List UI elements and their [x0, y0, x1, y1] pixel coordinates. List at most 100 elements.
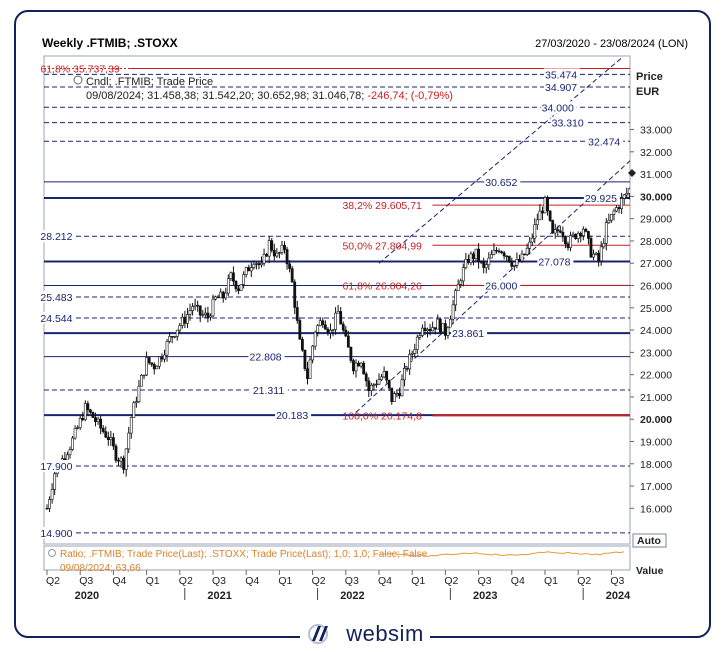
candle-body: [352, 360, 355, 372]
candle-body: [145, 357, 149, 376]
last-price-marker-icon: [628, 169, 636, 178]
auto-scale-button[interactable]: [632, 533, 667, 548]
candle-body: [718, 112, 720, 118]
candle-body: [134, 401, 138, 404]
candle-body: [449, 318, 452, 329]
candle-body: [515, 258, 519, 266]
candle-body: [599, 246, 603, 262]
candle-body: [533, 224, 537, 239]
candle-body: [140, 374, 143, 387]
candle-body: [323, 324, 327, 330]
candle-body: [188, 310, 192, 315]
candle-body: [94, 417, 97, 423]
candle-body: [160, 356, 164, 360]
candle-body: [226, 278, 230, 294]
year-label: 2022: [340, 590, 364, 602]
candle-body: [594, 252, 598, 255]
candle-body: [720, 102, 722, 111]
candle-body: [117, 460, 120, 462]
level-label: 30.652: [485, 177, 517, 189]
candle-body: [252, 263, 256, 268]
candle-body: [477, 248, 481, 262]
candle-body: [326, 328, 330, 333]
candle-body: [81, 417, 85, 420]
candle-body: [674, 131, 676, 134]
ratio-panel: [43, 545, 631, 571]
candle-body: [659, 163, 661, 164]
candle-body: [451, 304, 455, 320]
candle-body: [466, 258, 470, 263]
candle-body: [354, 362, 358, 372]
fib-level-label: 61,8% 35.737,39: [40, 64, 120, 76]
candle-body: [454, 290, 458, 306]
level-label-bg: [587, 135, 624, 148]
candle-body: [255, 263, 258, 265]
y-tick-label: 30.000: [640, 191, 672, 203]
candle-body: [157, 356, 161, 367]
fib-level-label: 100,0% 20.174,8: [342, 410, 422, 422]
year-label: 2021: [207, 590, 231, 602]
candle-body: [421, 327, 424, 336]
candle-body: [413, 349, 417, 354]
candle-body: [571, 233, 575, 236]
candle-body: [415, 336, 419, 350]
websim-logo-icon: [308, 624, 329, 644]
candle-body: [288, 263, 292, 269]
candle-body: [500, 251, 503, 254]
candle-body: [50, 489, 54, 500]
candle-body: [523, 253, 526, 256]
candle-body: [232, 272, 235, 282]
candle-body: [492, 249, 496, 255]
level-label: 17.900: [40, 461, 72, 473]
candle-body: [525, 247, 529, 255]
ratio-settings-icon[interactable]: [48, 549, 56, 557]
candle-body: [359, 362, 363, 367]
candle-body: [180, 316, 184, 326]
candle-body: [461, 267, 465, 282]
candle-body: [331, 329, 335, 331]
candle-body: [262, 254, 266, 264]
candle-body: [308, 359, 312, 379]
candle-body: [666, 142, 668, 145]
candle-body: [487, 257, 491, 266]
candle-body: [193, 304, 197, 307]
level-label: 14.900: [40, 528, 72, 540]
fib-level-label: 50,0% 27.804,99: [342, 240, 422, 252]
candle-body: [275, 252, 279, 257]
candle-body: [349, 346, 353, 361]
candle-body: [548, 210, 552, 221]
candle-body: [216, 296, 220, 299]
websim-logo: websim: [300, 620, 430, 648]
y-tick-label: 28.000: [640, 236, 672, 248]
candle-body: [382, 371, 386, 378]
candle-body: [472, 253, 475, 260]
candle-body: [106, 436, 110, 441]
candle-body: [150, 362, 154, 365]
level-label: 27.078: [538, 256, 570, 268]
level-label: 28.212: [40, 231, 72, 243]
level-label: 34.907: [545, 82, 577, 94]
candle-body: [677, 117, 679, 131]
x-tick-label: Q4: [511, 575, 525, 587]
candle-body: [183, 316, 187, 324]
candle-body: [692, 109, 694, 110]
candle-body: [581, 228, 585, 236]
x-tick-label: Q2: [444, 575, 458, 587]
y-tick-label: 21.000: [640, 392, 672, 404]
websim-logo-text: websim: [346, 621, 424, 646]
candle-body: [127, 432, 131, 450]
candle-body: [198, 305, 202, 316]
level-label-bg: [583, 192, 620, 205]
candle-body: [569, 235, 572, 248]
level-label: 34.000: [542, 102, 574, 114]
y-tick-label: 26.000: [640, 281, 672, 293]
level-label-bg: [39, 230, 76, 243]
candle-body: [112, 437, 115, 447]
legend-settings-icon[interactable]: [73, 75, 83, 85]
candle-body: [428, 328, 432, 332]
candle-body: [602, 243, 606, 248]
candle-body: [170, 336, 174, 338]
auto-scale-label: Auto: [637, 535, 661, 547]
candle-body: [566, 243, 570, 248]
